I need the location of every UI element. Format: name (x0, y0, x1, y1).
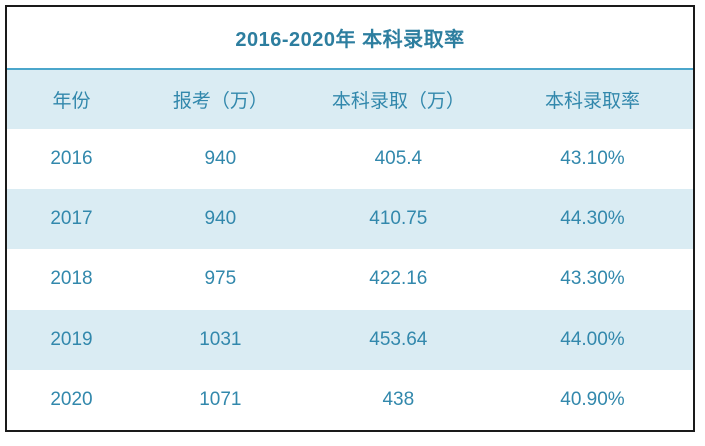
table-cell: 940 (204, 148, 237, 170)
table-title: 2016-2020年 本科录取率 (235, 29, 465, 51)
table-row: 2020 1071 438 40.90% (7, 370, 693, 430)
table-cell: 43.30% (560, 268, 625, 290)
admission-rate-table: 年份 报考（万） 本科录取（万） 本科录取率 2016 940 405.4 43.10% 20… (7, 68, 693, 430)
table-cell: 44.30% (491, 189, 693, 250)
table-cell: 2017 (7, 189, 136, 250)
table-row: 2016 940 405.4 43.10% (7, 129, 693, 189)
table-body: 2016 940 405.4 43.10% 2017 940 410.75 44.30% 201… (7, 129, 693, 430)
column-header: 报考（万） (135, 68, 305, 129)
table-header-row: 年份 报考（万） 本科录取（万） 本科录取率 (7, 68, 693, 129)
table-cell: 40.90% (560, 388, 625, 410)
table-cell: 2016 (50, 148, 93, 170)
table-row: 2019 1031 453.64 44.00% (7, 309, 693, 370)
table-cell: 1071 (199, 388, 242, 410)
table-cell: 410.75 (304, 189, 492, 250)
column-header: 本科录取率 (491, 68, 693, 129)
table-cell: 438 (382, 388, 415, 410)
table-header: 年份 报考（万） 本科录取（万） 本科录取率 (7, 68, 693, 129)
table-cell: 44.00% (491, 309, 693, 370)
table-cell: 940 (135, 189, 305, 250)
table-cell: 405.4 (374, 148, 423, 170)
admission-rate-table-card: 2016-2020年 本科录取率 年份 报考（万） 本科录取（万） 本科录取率 201… (5, 5, 695, 432)
table-cell: 2020 (50, 388, 93, 410)
table-cell: 1031 (135, 309, 305, 370)
table-cell: 975 (204, 268, 237, 290)
table-cell: 453.64 (304, 309, 492, 370)
table-cell: 422.16 (369, 268, 428, 290)
table-cell: 43.10% (560, 148, 625, 170)
column-header: 本科录取（万） (304, 68, 492, 129)
table-row: 2017 940 410.75 44.30% (7, 189, 693, 250)
column-header: 年份 (7, 68, 136, 129)
table-cell: 2018 (50, 268, 93, 290)
table-cell: 2019 (7, 309, 136, 370)
table-row: 2018 975 422.16 43.30% (7, 249, 693, 309)
